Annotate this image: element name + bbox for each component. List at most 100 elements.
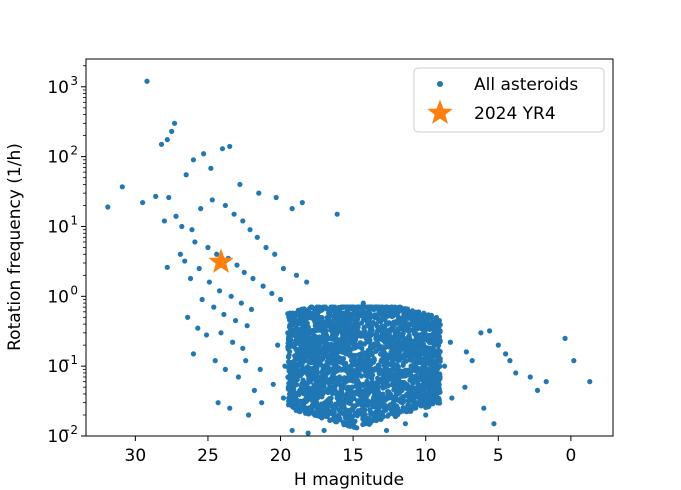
data-point [346, 304, 352, 310]
data-point [327, 353, 333, 360]
data-point [304, 338, 310, 344]
data-point [322, 368, 328, 374]
data-point [397, 321, 404, 328]
data-point [361, 398, 367, 405]
data-point [323, 319, 329, 325]
data-point [297, 346, 303, 352]
data-point [409, 350, 415, 356]
data-point [383, 308, 389, 314]
data-point [366, 334, 372, 340]
data-point [428, 355, 434, 361]
data-point [367, 407, 373, 413]
y-tick-label-exponent: −2 [60, 423, 78, 437]
data-point [369, 349, 375, 356]
data-point [433, 315, 439, 321]
data-point [206, 279, 212, 285]
data-point [334, 352, 340, 358]
data-point [293, 328, 299, 334]
data-point [294, 350, 300, 356]
data-point [244, 323, 250, 329]
data-point [330, 376, 336, 382]
data-point [413, 331, 420, 337]
data-point [260, 283, 266, 289]
data-point [403, 338, 409, 344]
data-point [393, 411, 399, 418]
data-point [256, 190, 262, 196]
data-point [351, 419, 357, 426]
data-point [433, 348, 439, 354]
y-tick-label-exponent: 2 [70, 144, 78, 158]
data-point [382, 397, 389, 403]
data-point [398, 332, 404, 338]
data-point [373, 390, 379, 396]
data-point [432, 362, 438, 369]
data-point [269, 290, 275, 297]
data-point [285, 335, 292, 341]
data-point [208, 165, 214, 171]
data-point [336, 374, 343, 380]
data-point [360, 351, 366, 357]
data-point [421, 341, 427, 348]
data-point [250, 275, 256, 282]
data-point [365, 317, 372, 324]
data-point [304, 279, 310, 285]
data-point [342, 408, 348, 415]
data-point [308, 352, 314, 358]
data-point [398, 340, 404, 346]
data-point [228, 293, 234, 299]
data-point [373, 348, 379, 355]
data-point [161, 218, 167, 224]
data-point [340, 393, 347, 399]
data-point [164, 137, 170, 143]
y-tick-label: 10 [47, 78, 69, 98]
data-point [315, 350, 321, 356]
data-point [378, 368, 384, 374]
data-point [428, 369, 434, 375]
data-point [418, 325, 424, 332]
data-point [395, 350, 401, 356]
data-point [195, 325, 201, 331]
data-point [190, 157, 197, 163]
data-point [395, 304, 401, 311]
data-point [182, 258, 188, 264]
data-point [153, 193, 159, 199]
data-point [298, 367, 304, 373]
data-point [507, 358, 513, 364]
data-point [384, 320, 390, 327]
data-point [402, 354, 408, 360]
data-point [332, 367, 338, 373]
data-point [377, 318, 383, 324]
data-point [305, 346, 311, 353]
data-point [291, 315, 298, 321]
data-point [158, 141, 165, 147]
highlight-points [208, 248, 234, 273]
data-point [335, 309, 341, 315]
data-point [308, 314, 314, 320]
data-point [407, 344, 413, 350]
data-point [331, 314, 337, 321]
data-point [360, 309, 367, 315]
data-point [377, 351, 384, 357]
data-point [385, 344, 391, 350]
data-point [410, 339, 416, 345]
x-tick-label: 10 [415, 446, 437, 466]
data-point [401, 379, 407, 386]
data-point [318, 325, 324, 331]
data-point [185, 314, 191, 320]
data-point [144, 78, 150, 84]
data-point [308, 373, 315, 380]
data-point [392, 346, 398, 353]
data-point [344, 375, 350, 382]
data-point [429, 322, 435, 328]
data-point [319, 406, 325, 413]
data-point [254, 234, 260, 240]
data-point [221, 311, 227, 318]
data-point [337, 343, 343, 349]
data-point [356, 332, 362, 339]
data-point [263, 244, 269, 251]
x-tick-label: 20 [270, 446, 292, 466]
data-point [408, 377, 414, 383]
data-point [199, 296, 205, 303]
data-point [384, 368, 391, 374]
